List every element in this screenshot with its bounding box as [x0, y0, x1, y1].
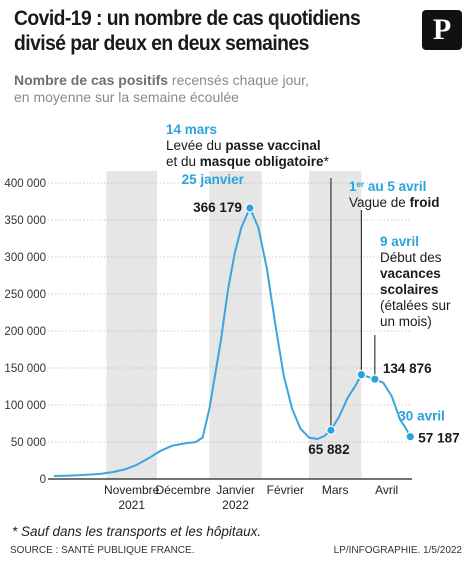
data-point: [405, 431, 416, 442]
march14-date: 14 mars: [166, 122, 217, 137]
last-date-label: 30 avril: [398, 409, 445, 424]
data-point: [245, 203, 255, 213]
footnote: * Sauf dans les transports et les hôpita…: [12, 524, 262, 539]
april9-line-3: scolaires: [380, 282, 439, 297]
april1-date: 1er au 5 avril: [349, 179, 426, 194]
y-tick-label: 200 000: [4, 326, 46, 338]
subtitle-rest: recensés chaque jour,: [168, 72, 309, 88]
april9-line-2: vacances: [380, 266, 441, 281]
x-tick-label: Décembre: [156, 483, 212, 497]
subtitle-line-2: en moyenne sur la semaine écoulée: [14, 89, 239, 105]
april9-date: 9 avril: [380, 234, 419, 249]
peak-value-label: 366 179: [193, 200, 242, 215]
y-tick-label: 100 000: [4, 400, 46, 412]
april9-line-1: Début des: [380, 250, 442, 265]
source-credit: SOURCE : SANTÉ PUBLIQUE FRANCE.: [10, 545, 195, 556]
data-point: [370, 374, 380, 384]
month-band: [308, 171, 362, 479]
april9-line-5: un mois): [380, 314, 432, 329]
chart-title: Covid-19 : un nombre de cas quotidiens d…: [14, 6, 382, 56]
subtitle-bold: Nombre de cas positifs: [14, 72, 169, 88]
x-tick-label: Janvier: [216, 483, 255, 497]
x-tick-sublabel: 2022: [222, 498, 249, 512]
chart-subtitle: Nombre de cas positifs recensés chaque j…: [14, 72, 454, 106]
title-line-2: divisé par deux en deux semaines: [14, 32, 309, 55]
x-tick-sublabel: 2021: [118, 498, 145, 512]
march14-text-1: Levée du passe vaccinal: [166, 138, 321, 153]
month-band: [106, 171, 158, 479]
april9-line-4: (étalées sur: [380, 298, 451, 313]
logo-letter: P: [432, 13, 452, 46]
y-tick-label: 250 000: [4, 289, 46, 301]
y-tick-label: 400 000: [4, 178, 46, 190]
infographic-credit: LP/INFOGRAPHIE. 1/5/2022: [333, 545, 462, 556]
data-point: [356, 369, 367, 380]
march14-text-2: et du masque obligatoire*: [166, 154, 330, 169]
march14-value-label: 65 882: [308, 442, 349, 457]
x-tick-label: Mars: [322, 483, 349, 497]
april1-text: Vague de froid: [349, 195, 440, 210]
y-tick-label: 50 000: [11, 437, 46, 449]
last-value-label: 57 187: [418, 431, 459, 446]
data-point: [326, 425, 336, 436]
peak-date-label: 25 janvier: [182, 172, 245, 187]
y-tick-label: 300 000: [4, 252, 46, 264]
x-tick-label: Février: [267, 483, 304, 497]
publisher-logo: P: [422, 10, 462, 50]
y-tick-label: 350 000: [4, 215, 46, 227]
x-tick-label: Novembre: [104, 483, 160, 497]
y-tick-label: 0: [40, 474, 46, 486]
april9-value-label: 134 876: [383, 361, 432, 376]
title-line-1: Covid-19 : un nombre de cas quotidiens: [14, 7, 361, 30]
month-band: [209, 171, 262, 479]
x-tick-label: Avril: [375, 483, 398, 497]
y-tick-label: 150 000: [4, 363, 46, 375]
